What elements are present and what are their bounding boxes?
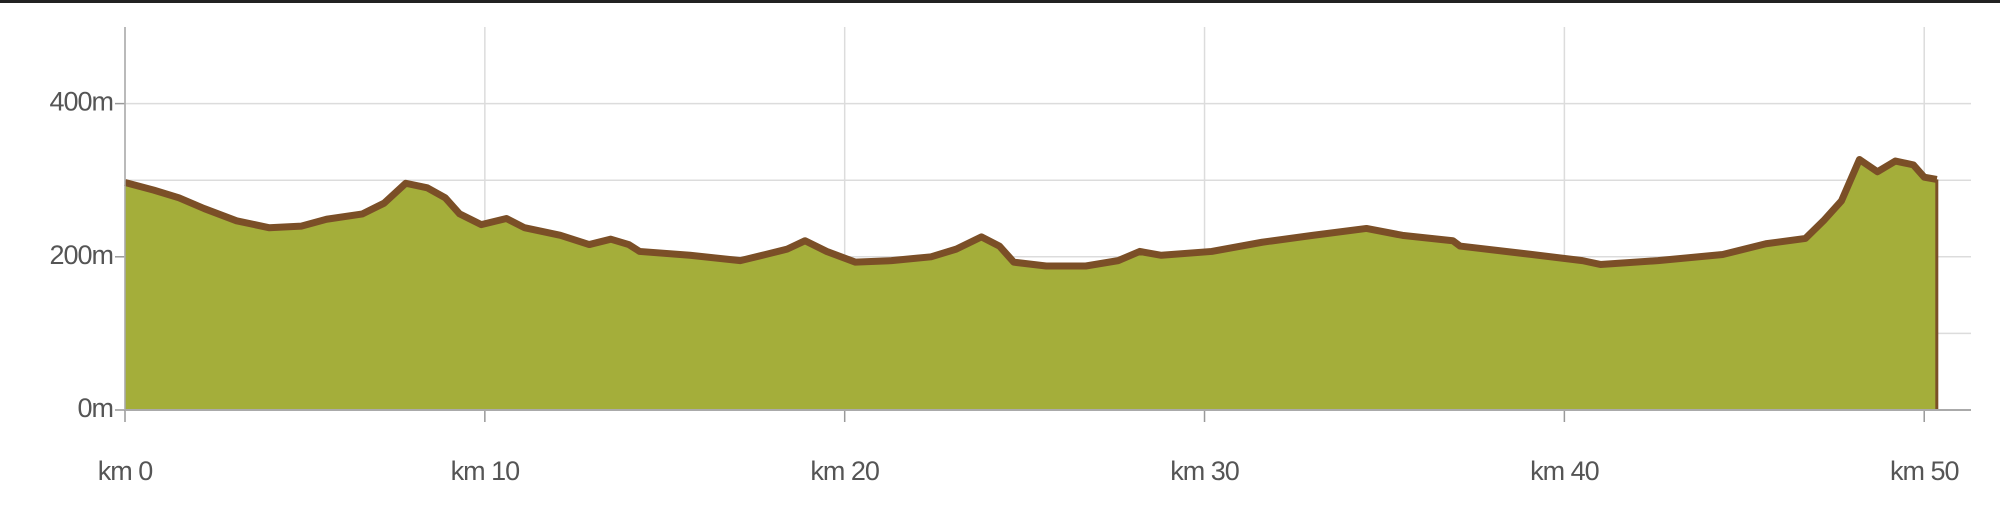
x-tick-label: km 40 (1530, 456, 1599, 486)
line (124, 156, 1938, 270)
area (125, 159, 1937, 410)
y-tick-label: 200m (49, 240, 113, 270)
x-tick-label: km 0 (98, 456, 153, 486)
y-tick-label: 400m (49, 87, 113, 117)
x-tick-label: km 10 (451, 456, 520, 486)
top-border (0, 0, 2000, 3)
y-tick-label: 0m (77, 393, 113, 423)
x-tick-label: km 20 (810, 456, 879, 486)
x-tick-label: km 50 (1890, 456, 1959, 486)
x-tick-label: km 30 (1170, 456, 1239, 486)
